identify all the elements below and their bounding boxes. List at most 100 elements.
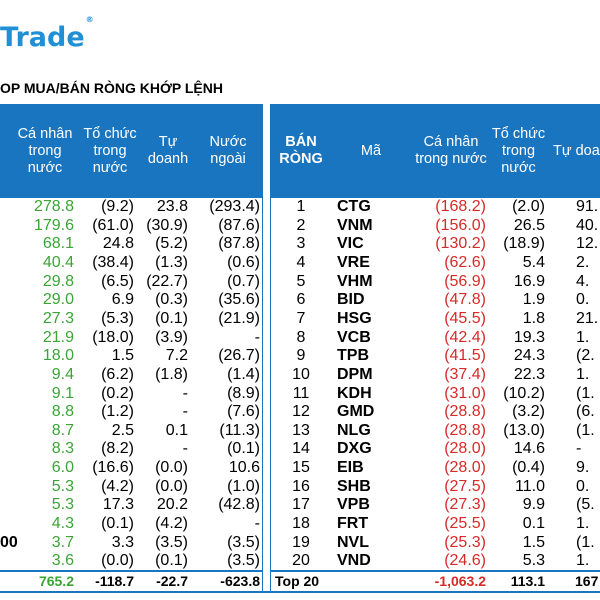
ticker-value: VPB <box>337 496 370 514</box>
nuoc-ngoai-value: (21.9) <box>218 309 260 327</box>
brand-logo: Trade® <box>0 15 94 53</box>
tu-doanh-value: 0.1 <box>165 421 188 439</box>
to-chuc-value: (0.0) <box>101 552 134 570</box>
table-row: 3.7 3.3 (3.5) (3.5) 00 <box>0 534 262 553</box>
tu-doanh-value: (0.0) <box>155 459 188 477</box>
rank-value: 7 <box>296 309 306 327</box>
tu-doanh-value: (6. <box>576 403 595 421</box>
total-tu-doanh: -22.7 <box>156 573 188 589</box>
to-chuc-value: (1.2) <box>101 403 134 421</box>
to-chuc-value: (6.5) <box>101 272 134 290</box>
header-nuoc-ngoai: Nước ngoài <box>209 134 247 167</box>
ca-nhan-value: 40.4 <box>42 253 74 271</box>
ca-nhan-value: 21.9 <box>42 328 74 346</box>
to-chuc-value: 5.4 <box>522 253 545 271</box>
ticker-value: BID <box>337 291 365 309</box>
total-label: Top 20 <box>275 573 320 589</box>
header-to-chuc: Tổ chức trong nước <box>83 125 137 176</box>
table-row: 8.3 (8.2) - (0.1) <box>0 440 262 459</box>
tu-doanh-value: 1. <box>576 552 590 570</box>
tu-doanh-value: (3.5) <box>155 533 188 551</box>
rank-value: 17 <box>292 496 310 514</box>
to-chuc-value: 1.8 <box>522 309 545 327</box>
table-row: 6 BID (47.8) 1.9 0. <box>271 291 600 310</box>
to-chuc-value: 22.3 <box>513 365 545 383</box>
table-row: 12 GMD (28.8) (3.2) (6. <box>271 403 600 422</box>
to-chuc-value: (18.0) <box>92 328 134 346</box>
ticker-value: VNM <box>337 216 373 234</box>
ticker-value: VND <box>337 552 371 570</box>
ca-nhan-value: (24.6) <box>444 552 486 570</box>
ca-nhan-value: (27.3) <box>444 496 486 514</box>
header-ca-nhan-right: Cá nhân trong nước <box>415 134 487 167</box>
ca-nhan-value: (28.8) <box>444 421 486 439</box>
ticker-value: VRE <box>337 253 370 271</box>
tu-doanh-value: 2. <box>576 253 590 271</box>
header-ban-rong: BÁN RÒNG <box>279 134 323 167</box>
table-row: 29.8 (6.5) (22.7) (0.7) <box>0 273 262 292</box>
to-chuc-value: 24.3 <box>513 347 545 365</box>
right-table-header: BÁN RÒNG Mã Cá nhân trong nước Tổ chức t… <box>271 104 600 198</box>
to-chuc-value: 14.6 <box>513 440 545 458</box>
ca-nhan-value: 278.8 <box>33 198 74 215</box>
rank-value: 2 <box>296 216 306 234</box>
ca-nhan-value: 9.4 <box>51 365 74 383</box>
rank-value: 1 <box>296 198 306 215</box>
left-table-header: Cá nhân trong nước Tổ chức trong nước Tự… <box>0 104 262 198</box>
ca-nhan-value: (28.0) <box>444 459 486 477</box>
to-chuc-value: (8.2) <box>101 440 134 458</box>
ca-nhan-value: (31.0) <box>444 384 486 402</box>
ca-nhan-value: 8.8 <box>51 403 74 421</box>
ca-nhan-value: 3.7 <box>51 533 74 551</box>
rank-value: 11 <box>292 384 310 402</box>
rank-value: 13 <box>292 421 310 439</box>
total-nuoc-ngoai: -623.8 <box>220 573 260 589</box>
nuoc-ngoai-value: (11.3) <box>219 421 260 439</box>
rank-value: 12 <box>292 403 310 421</box>
ticker-value: DPM <box>337 365 373 383</box>
nuoc-ngoai-value: (1.4) <box>227 365 260 383</box>
tu-doanh-value: 0. <box>576 477 590 495</box>
table-row: 18.0 1.5 7.2 (26.7) <box>0 347 262 366</box>
tu-doanh-value: 9. <box>576 459 590 477</box>
nuoc-ngoai-value: (0.6) <box>227 253 260 271</box>
rank-value: 10 <box>292 365 310 383</box>
total-ca-nhan-right: -1,063.2 <box>434 573 486 589</box>
ca-nhan-value: 29.0 <box>42 291 74 309</box>
table-row: 8.8 (1.2) - (7.6) <box>0 403 262 422</box>
tu-doanh-value: (1. <box>576 384 595 402</box>
ticker-value: DXG <box>337 440 372 458</box>
ca-nhan-value: 27.3 <box>42 309 74 327</box>
ca-nhan-value: 29.8 <box>42 272 74 290</box>
tu-doanh-value: - <box>182 384 188 402</box>
ca-nhan-value: (42.4) <box>444 328 486 346</box>
table-row: 27.3 (5.3) (0.1) (21.9) <box>0 310 262 329</box>
to-chuc-value: 2.5 <box>111 421 134 439</box>
to-chuc-value: (0.1) <box>101 515 134 533</box>
tu-doanh-value: - <box>182 403 188 421</box>
nuoc-ngoai-value: (3.5) <box>227 533 260 551</box>
table-row: 29.0 6.9 (0.3) (35.6) <box>0 291 262 310</box>
nuoc-ngoai-value: (1.0) <box>227 477 260 495</box>
rank-value: 15 <box>292 459 310 477</box>
table-row: 9 TPB (41.5) 24.3 (2. <box>271 347 600 366</box>
ca-nhan-value: (130.2) <box>435 235 486 253</box>
tu-doanh-value: (1. <box>576 533 595 551</box>
ticker-value: NVL <box>337 533 369 551</box>
rank-value: 6 <box>296 291 306 309</box>
table-row: 4 VRE (62.6) 5.4 2. <box>271 254 600 273</box>
to-chuc-value: (61.0) <box>92 216 134 234</box>
ca-nhan-value: (45.5) <box>444 309 486 327</box>
ticker-value: HSG <box>337 309 372 327</box>
to-chuc-value: (5.3) <box>101 309 134 327</box>
nuoc-ngoai-value: (293.4) <box>209 198 260 215</box>
to-chuc-value: 17.3 <box>102 496 134 514</box>
table-row: 40.4 (38.4) (1.3) (0.6) <box>0 254 262 273</box>
ca-nhan-value: (25.3) <box>444 533 486 551</box>
nuoc-ngoai-value: (0.1) <box>227 440 260 458</box>
ticker-value: SHB <box>337 477 371 495</box>
left-total-row: 765.2 -118.7 -22.7 -623.8 <box>0 571 262 591</box>
nuoc-ngoai-value: (87.6) <box>218 216 260 234</box>
ticker-value: TPB <box>337 347 369 365</box>
tu-doanh-value: 7.2 <box>165 347 188 365</box>
